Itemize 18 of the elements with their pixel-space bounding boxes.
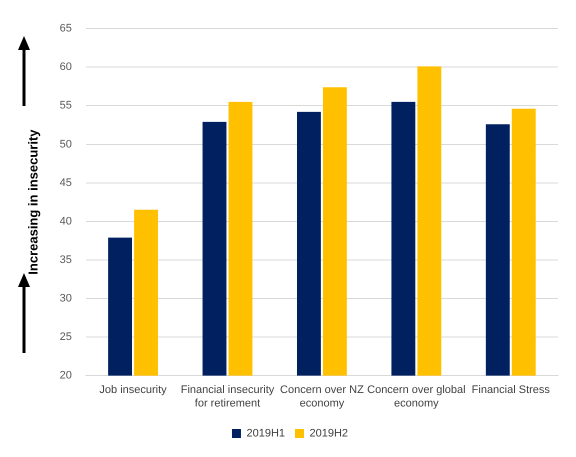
- y-tick-label: 50: [60, 138, 72, 150]
- y-tick-label: 55: [60, 100, 72, 112]
- y-tick-label: 20: [60, 370, 72, 382]
- x-tick-label: Financial insecurity for retirement: [180, 384, 275, 410]
- y-tick-label: 35: [60, 254, 72, 266]
- x-tick-label: Financial Stress: [472, 384, 550, 396]
- y-tick-label: 40: [60, 215, 72, 228]
- legend-label: 2019H1: [246, 428, 286, 440]
- y-tick-label: 25: [60, 331, 72, 344]
- x-tick-label: Concern over global economy: [367, 384, 466, 410]
- x-tick-label: Job insecurity: [99, 384, 168, 396]
- x-tick-label: Concern over NZ economy: [280, 384, 364, 410]
- legend-label: 2019H2: [310, 428, 348, 440]
- y-tick-label: 30: [60, 292, 72, 305]
- y-tick-label: 65: [60, 22, 72, 35]
- y-tick-label: 60: [60, 61, 72, 74]
- y-tick-label: 45: [60, 176, 72, 189]
- y-axis-title: Increasing in insecurity: [25, 128, 40, 275]
